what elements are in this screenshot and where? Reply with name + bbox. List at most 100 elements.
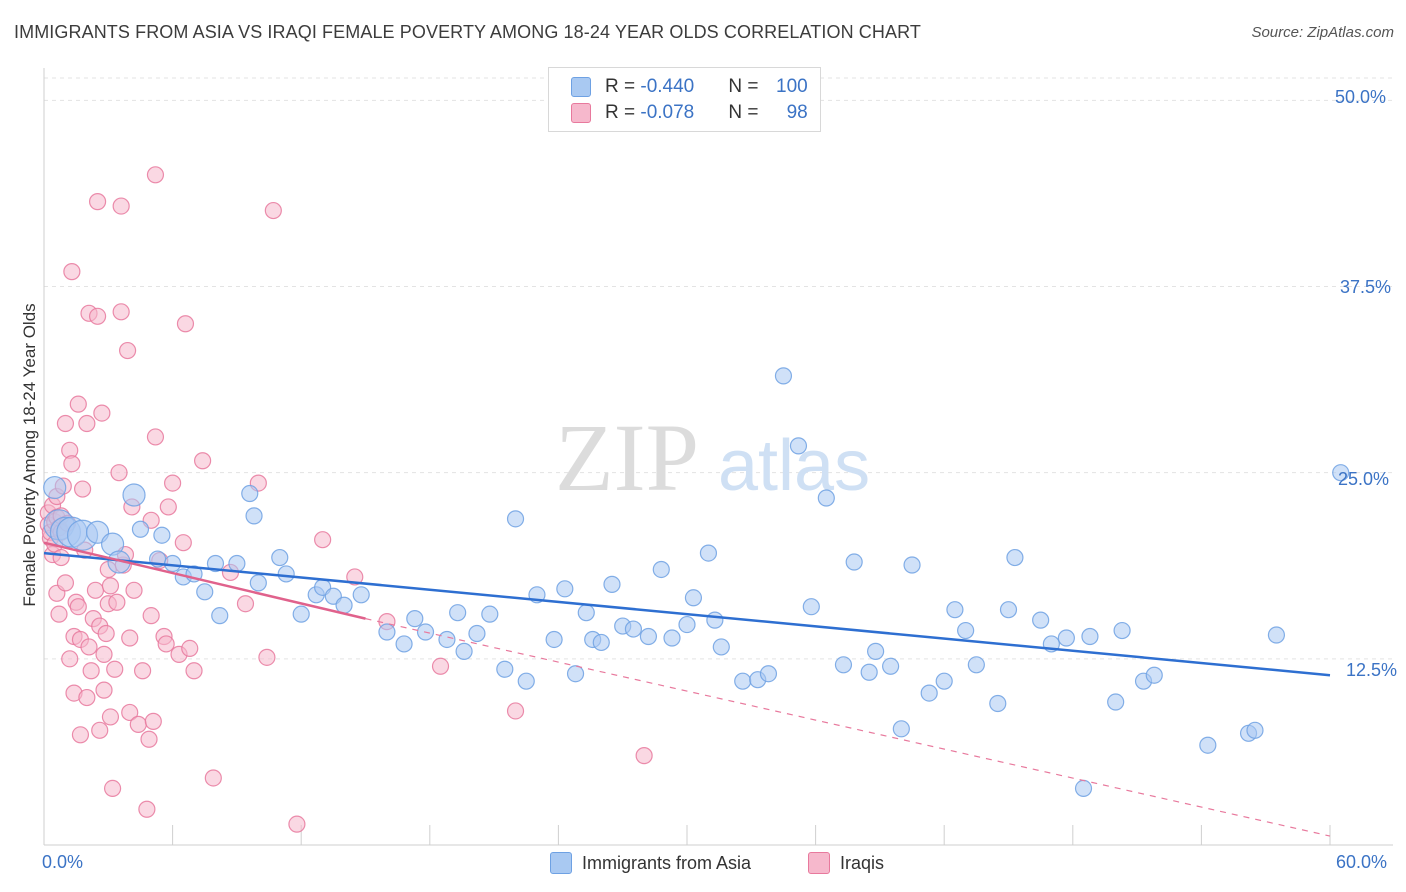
iraqis-point [133,662,152,680]
asia-point [506,510,525,528]
iraqis-point [52,548,70,567]
asia-point [352,586,370,604]
iraqis-point [80,638,98,656]
iraqis-point [121,629,139,647]
asia-point [241,484,259,503]
asia-point [335,596,353,614]
bottom-legend-iraqis: Iraqis [808,852,884,874]
asia-point [999,601,1018,619]
iraqis-point [78,414,96,433]
legend-r-label: R = [605,102,641,123]
asia-point [1107,693,1125,711]
iraqis-point [314,531,332,549]
asia-point [131,520,150,538]
asia-point [271,548,289,567]
iraqis-point [157,635,175,653]
asia-point [882,657,900,675]
watermark-atlas: atlas [718,426,870,506]
asia-point [706,611,724,629]
iraqis-point [236,595,255,613]
legend-r-value-asia: -0.440 [640,76,695,97]
asia-point [249,574,267,592]
iraqis-point [61,650,79,668]
iraqis-point [174,534,192,552]
asia-point [867,642,885,660]
trend-line-iraqis [43,541,366,620]
asia-point [860,663,878,681]
asia-point [699,544,718,562]
asia-point [517,672,535,690]
asia-point [957,621,975,640]
asia-point [1199,736,1217,754]
iraqis-point [181,639,199,658]
y-tick-label-12-5: 12.5% [1346,660,1398,680]
asia-point [556,580,574,598]
iraqis-point [50,605,68,623]
asia-point [935,672,953,690]
iraqis-point [264,201,282,220]
iraqis-point [63,263,81,281]
y-tick-label-50: 50.0% [1335,87,1387,107]
y-tick-label-37-5: 37.5% [1340,277,1392,297]
bottom-swatch-iraqis [808,852,830,874]
trend-line-asia [43,551,1331,677]
iraqis-point [86,581,105,599]
asia-point [292,605,310,623]
asia-point [153,526,171,544]
iraqis-point [506,702,525,720]
legend-n-label: N = [728,102,764,123]
asia-point [1332,464,1350,482]
legend-n-label: N = [728,76,764,97]
asia-point [395,635,413,653]
chart-title: IMMIGRANTS FROM ASIA VS IRAQI FEMALE POV… [14,22,921,42]
asia-point [903,556,921,574]
iraqis-point [103,779,122,798]
asia-point [817,489,835,507]
asia-point [468,624,486,643]
asia-point [406,610,424,628]
legend-swatch-asia [571,77,591,97]
iraqis-point [91,721,109,739]
asia-point [789,437,808,455]
asia-point [545,630,563,649]
iraqis-point [185,662,203,680]
asia-point [43,475,67,500]
asia-point [603,575,621,593]
iraqis-point [88,193,107,211]
asia-point [196,583,214,601]
iraqis-point [56,574,75,592]
iraqis-point [194,452,212,470]
asia-point [774,367,793,385]
iraqis-point [146,428,165,446]
asia-point [624,620,643,638]
asia-point [481,605,499,623]
legend-row-asia: R = -0.440 N = 100 [571,75,808,99]
iraqis-point [101,577,120,595]
asia-point [946,601,964,619]
bottom-swatch-asia [550,852,572,874]
iraqis-point [346,568,364,586]
asia-point [967,656,985,674]
iraqis-point [159,498,177,516]
iraqis-point [204,769,222,787]
iraqis-point [106,660,124,678]
asia-point [592,633,610,652]
iraqis-point [69,598,87,616]
bottom-legend-asia: Immigrants from Asia [550,852,751,874]
iraqis-point [125,581,143,599]
iraqis-point [121,703,139,722]
correlation-legend: R = -0.440 N = 100 R = -0.078 N = 98 [548,67,821,132]
iraqis-point [78,688,96,707]
asia-point [1113,621,1131,640]
x-tick-label-min: 0.0% [42,852,84,872]
iraqis-point [108,593,126,611]
iraqis-point [112,303,130,321]
legend-n-value-iraqis: 98 [786,102,808,123]
asia-point [684,589,703,607]
asia-point [122,483,146,507]
asia-point [1057,629,1075,647]
iraqis-point [69,395,87,413]
asia-point [228,554,246,573]
asia-point [277,565,295,583]
iraqis-point [144,712,162,730]
